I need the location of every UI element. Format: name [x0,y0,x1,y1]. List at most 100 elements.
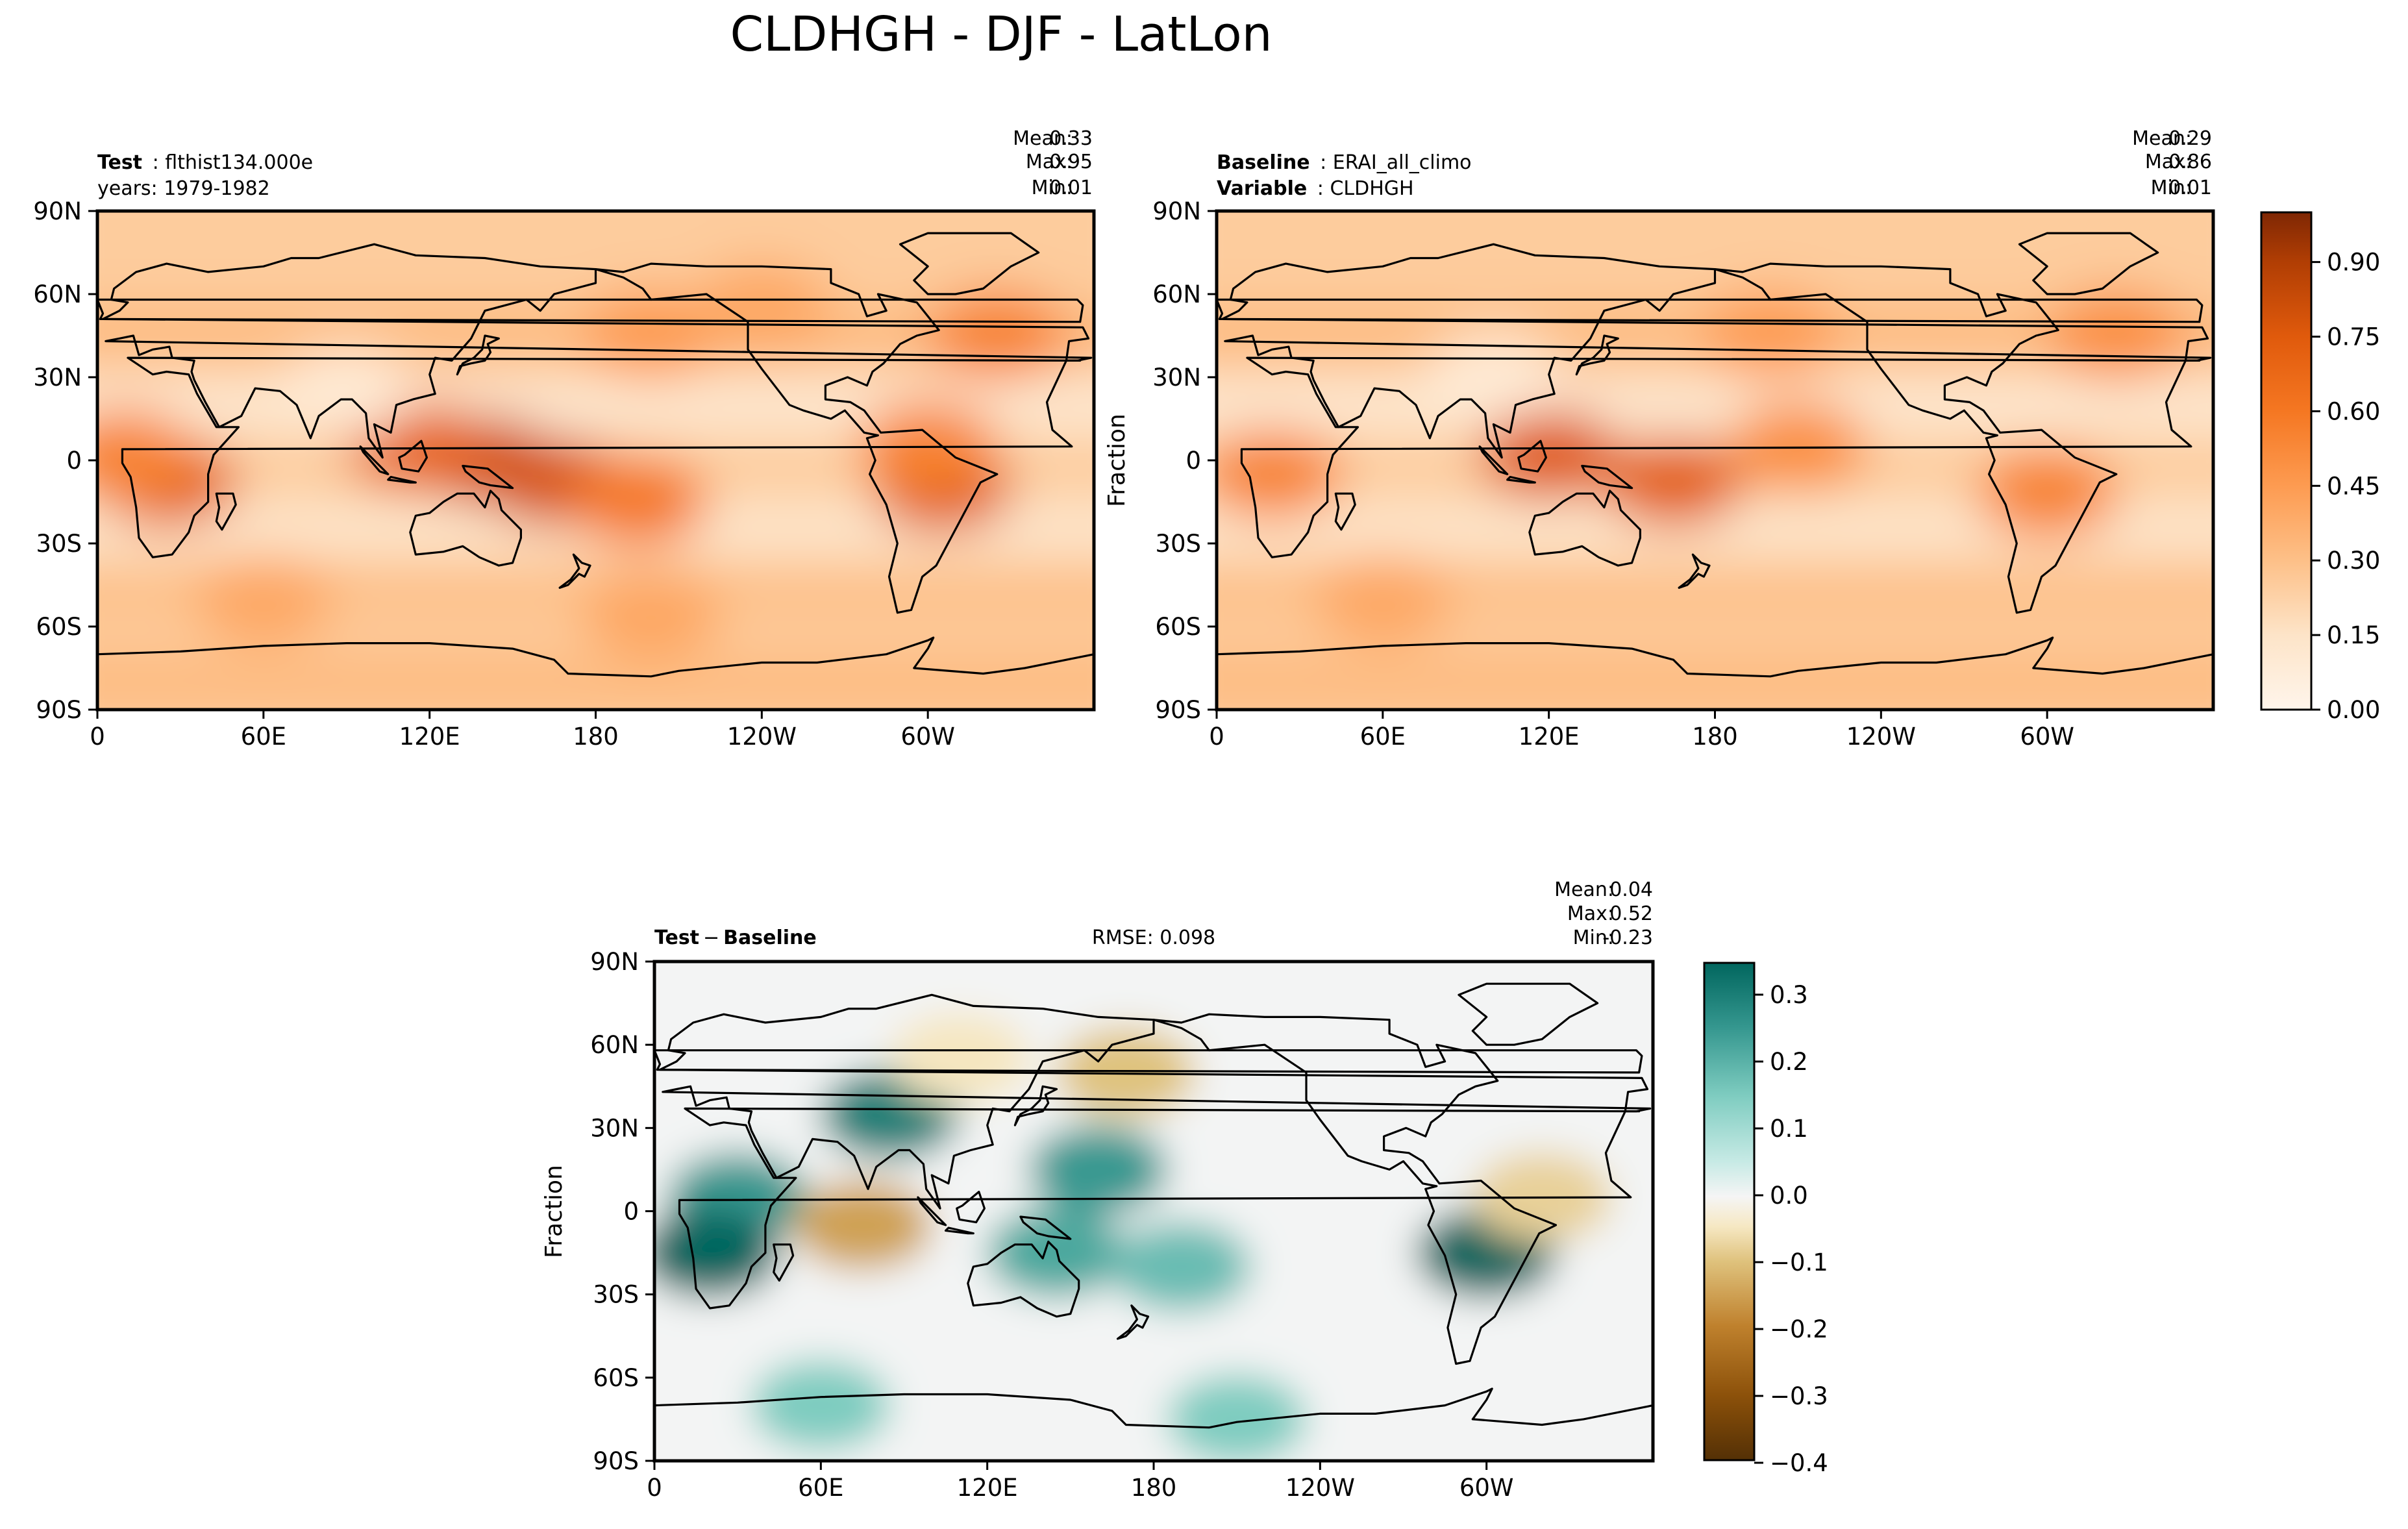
coastline [97,298,1084,323]
difference-ylabel: Fraction [541,1165,567,1258]
coastline [121,356,1082,558]
field-blob [691,263,832,353]
colorbar-tick-label: 0.90 [2327,249,2380,277]
field-blob [927,290,1067,381]
x-tick-label: 180 [1692,723,1738,751]
difference-min-label: Min: [1573,926,1614,949]
test-label-value: flthist134.000e [165,151,313,174]
y-tick-label: 0 [623,1198,639,1226]
baseline-mean-value: 0.29 [2168,127,2212,150]
coastline [558,553,591,589]
test-max-label: Max: [1026,151,1073,173]
coastline [1713,262,2118,614]
coastline [1581,464,1633,490]
coastline [387,475,417,484]
field-blob [1728,401,1868,491]
y-tick-label: 30S [1155,530,1201,558]
difference-stats: Mean: 0.04 Max: 0.52 Min: -0.23 [1554,878,1653,949]
x-tick-label: 60W [900,723,955,751]
y-tick-label: 90N [1152,197,1201,225]
baseline-label-bold: Baseline [1217,151,1310,174]
coastline [1517,440,1547,473]
coastline [1019,1215,1072,1240]
field-blob [889,1013,1030,1104]
difference-coastlines [654,982,1653,1461]
baseline-ylabel: Fraction [1104,414,1130,507]
baseline-label-line2: Variable : CLDHGH [1217,177,1414,200]
colorbar-tick-label: −0.2 [1770,1315,1828,1343]
test-coastlines [97,232,1094,710]
colorbar-tick-label: 0.45 [2327,472,2380,500]
figure-title: CLDHGH - DJF - LatLon [730,6,1272,62]
y-tick-label: 0 [1185,447,1201,475]
x-tick-label: 0 [1209,723,1224,751]
difference-label-test: Test [654,926,699,949]
difference-field [654,962,1653,1461]
coastline [1575,334,1619,376]
coastline [899,232,1040,295]
x-tick-label: 120E [957,1474,1018,1502]
variable-label-bold: Variable [1217,177,1307,200]
coastline [409,490,523,567]
coastline [456,334,500,376]
x-tick-label: 120W [727,723,797,751]
baseline-max-value: 0.86 [2168,151,2212,173]
y-tick-label: 0 [66,447,82,475]
colorbar-tick-label: −0.1 [1770,1249,1828,1276]
colorbar-tick-label: 0.00 [2327,696,2380,724]
difference-axes: 0 60E 120E 180 120W 60W 90N 60N 30N 0 30S 60S 90S [590,948,1513,1502]
y-tick-label: 60S [1155,613,1201,641]
brbg-colorbar-fill [1703,962,1756,1461]
oranges-colorbar: 0.00 0.15 0.30 0.45 0.60 0.75 0.90 [2260,211,2380,724]
baseline-axes: 0 60E 120E 180 120W 60W 90N 60N 30N 0 30S 60S 90S [1152,197,2074,751]
test-mean-value: 0.33 [1049,127,1093,150]
coastline [967,1240,1080,1318]
field-blob [97,410,195,500]
test-max-value: 0.95 [1049,151,1093,173]
coastline [2018,232,2159,295]
field-blob [1977,449,2117,539]
test-min-value: 0.01 [1049,177,1093,199]
oranges-colorbar-fill [2260,211,2313,711]
x-tick-label: 180 [573,723,619,751]
coastline [1013,1085,1058,1126]
x-tick-label: 60E [798,1474,843,1502]
test-mean-label: Mean: [1013,127,1073,150]
coastline [654,1049,1643,1074]
x-tick-label: 60W [1459,1474,1514,1502]
coastline [1217,298,2203,323]
coastline [462,464,514,490]
test-label-line2: years: 1979-1982 [97,177,270,200]
coastline [215,492,237,531]
coastline [773,1243,795,1282]
colorbar-tick-label: 0.2 [1770,1048,1808,1076]
y-tick-label: 90N [33,197,82,225]
coastline [658,993,1652,1210]
coastline [1334,492,1356,531]
colorbar-tick-label: 0.15 [2327,621,2380,649]
x-tick-label: 120W [1846,723,1916,751]
test-axes: 0 60E 120E 180 120W 60W 90N 60N 30N 0 30S 60S 90S [33,197,955,751]
colorbar-tick-label: 0.75 [2327,323,2380,351]
coastline [1528,490,1641,567]
coastline [1152,1013,1558,1365]
field-band [97,652,1094,710]
difference-label: Test − Baseline [654,926,817,949]
colorbar-tick-label: −0.3 [1770,1382,1828,1410]
field-blob [2046,290,2187,381]
colorbar-tick-label: 0.30 [2327,547,2380,575]
difference-max-label: Max: [1567,902,1614,925]
field-band [1217,652,2213,710]
y-tick-label: 90S [36,696,82,724]
y-tick-label: 30N [1152,364,1201,392]
y-tick-label: 30N [33,364,82,392]
coastline [1678,553,1711,589]
y-tick-label: 60N [1152,280,1201,308]
difference-min-value: -0.23 [1602,926,1653,949]
baseline-coastlines [1217,232,2213,710]
field-blob [1217,429,1342,519]
coastline [1217,636,2213,710]
y-tick-label: 30S [36,530,82,558]
coastline [97,636,1094,710]
difference-label-baseline: Baseline [723,926,817,949]
